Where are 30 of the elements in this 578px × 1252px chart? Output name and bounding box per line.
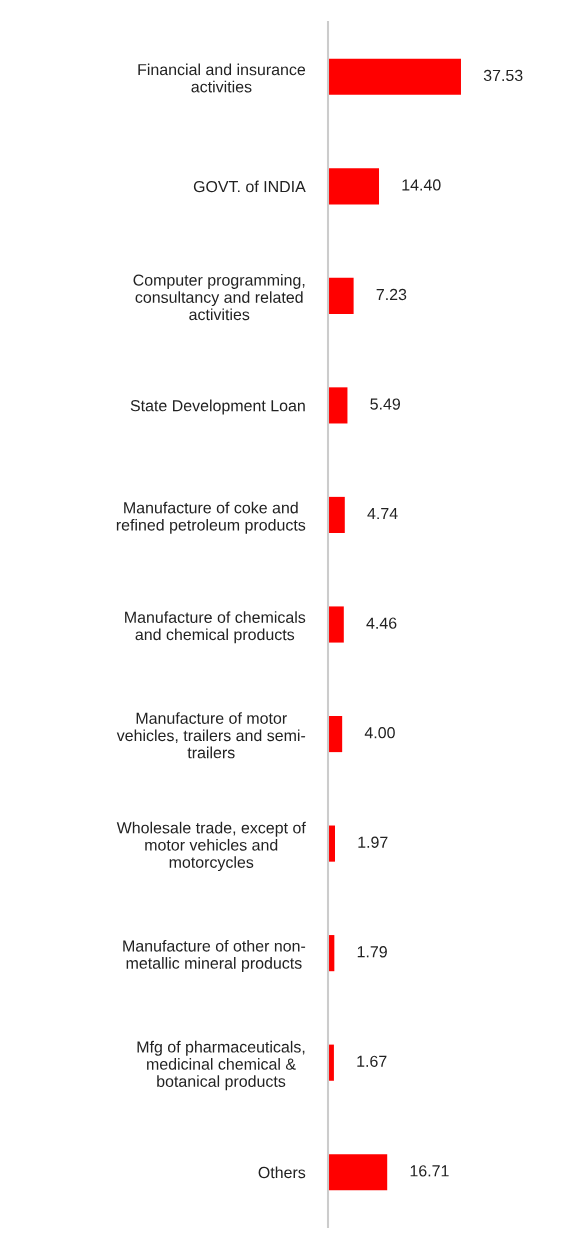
y-tick-label: Manufacture of chemicals and chemical products bbox=[125, 611, 306, 644]
y-tick-label: Others bbox=[258, 1166, 306, 1179]
data-label: 7.23 bbox=[376, 288, 407, 301]
data-label: 4.46 bbox=[366, 617, 397, 629]
bar bbox=[328, 58, 461, 95]
bar bbox=[328, 277, 354, 314]
bar bbox=[328, 496, 345, 534]
y-tick-label: Wholesale trade, except of motor vehicles and motorcycles bbox=[116, 821, 306, 872]
y-tick-label: Manufacture of coke and refined petroleum products bbox=[116, 501, 306, 534]
y-tick-label: Computer programming, consultancy and related activities bbox=[133, 274, 305, 321]
data-label: 4.00 bbox=[364, 727, 395, 739]
bar bbox=[328, 606, 344, 643]
y-tick-label: Manufacture of motor vehicles, trailers and semi- trailers bbox=[116, 712, 306, 759]
y-tick-label: State Development Loan bbox=[130, 399, 305, 415]
y-tick-label: Manufacture of other non- metallic mineral products bbox=[123, 939, 306, 972]
bar bbox=[328, 168, 380, 205]
data-label: 1.79 bbox=[357, 946, 387, 958]
data-label: 1.97 bbox=[358, 836, 388, 848]
bar bbox=[328, 1154, 388, 1191]
bar bbox=[328, 387, 348, 424]
y-tick-label: GOVT. of INDIA bbox=[193, 180, 306, 193]
y-tick-label: Financial and insurance activities bbox=[138, 63, 306, 93]
y-tick-label: Mfg of pharmaceuticals, medicinal chemical & botanical products bbox=[137, 1040, 305, 1091]
data-label: 14.40 bbox=[402, 179, 441, 191]
data-label: 4.74 bbox=[367, 508, 398, 520]
data-label: 1.67 bbox=[357, 1055, 387, 1067]
data-label: 5.49 bbox=[370, 398, 400, 410]
data-label: 16.71 bbox=[410, 1165, 449, 1177]
bar bbox=[328, 715, 343, 753]
data-label: 37.53 bbox=[483, 69, 523, 82]
